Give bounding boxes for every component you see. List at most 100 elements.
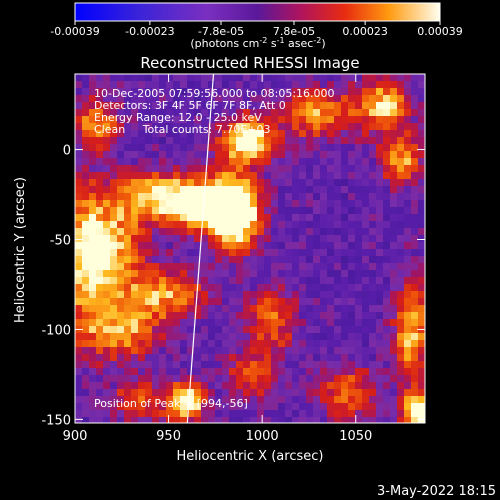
heatmap-cell	[145, 144, 153, 152]
heatmap-cell	[166, 221, 174, 229]
heatmap-cell	[397, 109, 405, 117]
heatmap-cell	[82, 165, 90, 173]
heatmap-cell	[390, 312, 398, 320]
heatmap-cell	[278, 256, 286, 264]
heatmap-cell	[201, 312, 209, 320]
heatmap-cell	[138, 305, 146, 313]
heatmap-cell	[355, 291, 363, 299]
heatmap-cell	[117, 305, 125, 313]
heatmap-cell	[327, 403, 335, 411]
heatmap-cell	[229, 109, 237, 117]
heatmap-cell	[236, 235, 244, 243]
heatmap-cell	[348, 389, 356, 397]
heatmap-cell	[404, 144, 412, 152]
heatmap-cell	[334, 116, 342, 124]
heatmap-cell	[320, 207, 328, 215]
heatmap-cell	[278, 235, 286, 243]
heatmap-cell	[124, 361, 132, 369]
heatmap-cell	[124, 326, 132, 334]
heatmap-cell	[278, 95, 286, 103]
heatmap-cell	[187, 158, 195, 166]
heatmap-cell	[131, 389, 139, 397]
heatmap-cell	[194, 361, 202, 369]
heatmap-cell	[264, 200, 272, 208]
heatmap-cell	[117, 235, 125, 243]
heatmap-cell	[159, 298, 167, 306]
heatmap-cell	[334, 200, 342, 208]
heatmap-cell	[110, 270, 118, 278]
heatmap-cell	[201, 270, 209, 278]
heatmap-cell	[138, 130, 146, 138]
heatmap-cell	[159, 151, 167, 159]
heatmap-cell	[145, 256, 153, 264]
heatmap-cell	[411, 361, 419, 369]
heatmap-cell	[397, 228, 405, 236]
heatmap-cell	[222, 382, 230, 390]
heatmap-cell	[194, 207, 202, 215]
heatmap-cell	[257, 81, 265, 89]
heatmap-cell	[376, 375, 384, 383]
heatmap-cell	[285, 389, 293, 397]
heatmap-cell	[96, 291, 104, 299]
heatmap-cell	[397, 186, 405, 194]
heatmap-cell	[215, 333, 223, 341]
heatmap-cell	[124, 116, 132, 124]
heatmap-cell	[257, 179, 265, 187]
heatmap-cell	[229, 95, 237, 103]
heatmap-cell	[313, 221, 321, 229]
heatmap-cell	[411, 172, 419, 180]
heatmap-cell	[376, 396, 384, 404]
heatmap-cell	[152, 74, 160, 82]
heatmap-cell	[229, 186, 237, 194]
heatmap-cell	[194, 123, 202, 131]
heatmap-cell	[159, 291, 167, 299]
heatmap-cell	[285, 214, 293, 222]
heatmap-cell	[152, 123, 160, 131]
heatmap-cell	[131, 158, 139, 166]
heatmap-cell	[404, 410, 412, 418]
heatmap-cell	[145, 305, 153, 313]
heatmap-cell	[145, 214, 153, 222]
heatmap-cell	[348, 403, 356, 411]
heatmap-cell	[187, 417, 195, 423]
heatmap-cell	[243, 123, 251, 131]
heatmap-cell	[327, 179, 335, 187]
heatmap-cell	[236, 305, 244, 313]
heatmap-cell	[173, 382, 181, 390]
heatmap-cell	[117, 74, 125, 82]
heatmap-cell	[89, 123, 97, 131]
heatmap-cell	[355, 193, 363, 201]
heatmap-cell	[306, 354, 314, 362]
heatmap-cell	[355, 186, 363, 194]
heatmap-cell	[404, 354, 412, 362]
heatmap-cell	[306, 172, 314, 180]
heatmap-cell	[292, 277, 300, 285]
heatmap-cell	[96, 81, 104, 89]
heatmap-cell	[369, 123, 377, 131]
heatmap-cell	[285, 284, 293, 292]
heatmap-cell	[152, 319, 160, 327]
heatmap-cell	[103, 200, 111, 208]
heatmap-cell	[320, 298, 328, 306]
heatmap-cell	[152, 130, 160, 138]
heatmap-cell	[418, 291, 425, 299]
heatmap-cell	[257, 172, 265, 180]
heatmap-cell	[390, 277, 398, 285]
heatmap-cell	[166, 305, 174, 313]
heatmap-cell	[292, 74, 300, 82]
heatmap-cell	[362, 151, 370, 159]
heatmap-cell	[96, 396, 104, 404]
heatmap-cell	[89, 284, 97, 292]
heatmap-cell	[173, 235, 181, 243]
heatmap-cell	[418, 116, 425, 124]
heatmap-cell	[229, 368, 237, 376]
heatmap-cell	[341, 144, 349, 152]
heatmap-cell	[75, 116, 83, 124]
heatmap-cell	[152, 347, 160, 355]
heatmap-cell	[201, 95, 209, 103]
heatmap-cell	[152, 158, 160, 166]
heatmap-cell	[236, 396, 244, 404]
heatmap-cell	[313, 291, 321, 299]
heatmap-cell	[271, 270, 279, 278]
